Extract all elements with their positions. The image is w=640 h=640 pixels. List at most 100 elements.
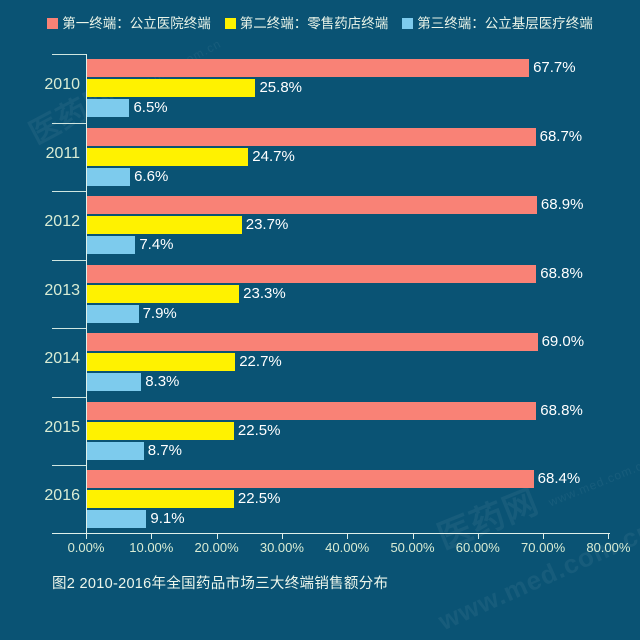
bar-2014-series2[interactable] <box>87 353 236 371</box>
bar-value-label: 24.7% <box>252 147 295 165</box>
chart-plot-area: 2010 67.7% 25.8% 6.5% 2011 68.7% 24.7% 6.6% 2012… <box>0 48 640 536</box>
bar-2012-series3[interactable] <box>87 236 136 254</box>
bar-row: 23.7% <box>87 215 640 235</box>
x-axis-tick-label: 30.00% <box>259 540 304 555</box>
y-axis-category-label: 2016 <box>44 487 80 504</box>
bar-2016-series3[interactable] <box>87 510 147 528</box>
bar-2013-series2[interactable] <box>87 284 240 303</box>
bar-group-rows: 68.8% 22.5% 8.7% <box>87 401 640 461</box>
bar-2016-series2[interactable] <box>87 490 234 508</box>
y-axis-line <box>86 54 87 534</box>
bar-row: 24.7% <box>87 147 640 167</box>
bar-group-2011: 2011 68.7% 24.7% 6.6% <box>0 122 640 189</box>
bar-2015-series3[interactable] <box>87 441 144 460</box>
bar-row: 68.8% <box>87 401 640 421</box>
bar-value-label: 68.8% <box>540 264 583 282</box>
bar-group-rows: 68.8% 23.3% 7.9% <box>87 264 640 324</box>
x-axis-ticks <box>0 533 640 541</box>
y-axis-tick <box>52 328 86 329</box>
bar-row: 68.9% <box>87 195 640 215</box>
bar-value-label: 68.9% <box>540 196 584 213</box>
y-axis-tick <box>52 54 86 55</box>
bar-2010-series3[interactable] <box>87 99 130 117</box>
x-axis-tick <box>281 533 283 539</box>
x-axis-tick <box>347 533 349 539</box>
bar-2012-series2[interactable] <box>87 216 242 234</box>
x-axis-tick <box>86 533 87 539</box>
legend-item-1[interactable]: 第一终端：公立医院终端 <box>47 17 211 31</box>
y-axis-category-label: 2011 <box>45 144 80 162</box>
y-axis-tick <box>52 396 86 398</box>
bar-value-label: 8.3% <box>145 373 180 390</box>
bar-2011-series2[interactable] <box>87 147 249 166</box>
bar-value-label: 22.7% <box>239 353 282 370</box>
x-axis-tick <box>412 533 414 539</box>
bar-value-label: 22.5% <box>237 421 281 439</box>
bar-row: 7.9% <box>87 304 640 324</box>
bar-2011-series3[interactable] <box>87 167 131 186</box>
bar-2015-series2[interactable] <box>87 421 234 440</box>
bar-value-label: 23.7% <box>245 216 289 233</box>
bar-value-label: 8.7% <box>147 441 182 459</box>
bar-2014-series3[interactable] <box>87 373 142 391</box>
bar-group-2015: 2015 68.8% 22.5% 8.7% <box>0 396 640 463</box>
bar-group-2012: 2012 68.9% 23.7% 7.4% <box>0 191 640 257</box>
y-axis-tick <box>52 122 86 124</box>
y-axis-tick <box>52 191 86 192</box>
bar-value-label: 25.8% <box>259 79 303 96</box>
bar-2013-series1[interactable] <box>87 264 537 283</box>
bar-value-label: 9.1% <box>150 510 185 527</box>
bar-row: 67.7% <box>87 58 640 78</box>
bar-value-label: 22.5% <box>237 490 281 507</box>
bar-2012-series1[interactable] <box>87 196 537 214</box>
bar-row: 8.7% <box>87 441 640 461</box>
bar-2011-series1[interactable] <box>87 127 536 146</box>
bar-group-rows: 68.4% 22.5% 9.1% <box>87 469 640 529</box>
bar-row: 25.8% <box>87 78 640 98</box>
y-axis-category-label: 2012 <box>44 213 80 230</box>
bar-value-label: 68.7% <box>539 127 583 145</box>
chart-legend: 第一终端：公立医院终端 第二终端：零售药店终端 第三终端：公立基层医疗终端 <box>0 17 640 31</box>
x-axis-tick <box>543 533 545 539</box>
y-axis-tick <box>52 259 86 261</box>
bar-2015-series1[interactable] <box>87 401 537 420</box>
x-axis-tick-label: 70.00% <box>521 540 566 555</box>
x-axis-tick-label: 60.00% <box>455 540 500 555</box>
y-axis-tick <box>52 465 86 466</box>
bar-value-label: 69.0% <box>541 333 585 350</box>
bar-row: 69.0% <box>87 332 640 352</box>
bar-group-rows: 68.7% 24.7% 6.6% <box>87 127 640 187</box>
bar-group-rows: 69.0% 22.7% 8.3% <box>87 332 640 392</box>
bar-value-label: 67.7% <box>533 59 576 76</box>
y-axis-category-label: 2010 <box>44 76 80 93</box>
x-axis-tick-label: 80.00% <box>586 540 631 555</box>
x-axis-tick-label: 10.00% <box>129 540 174 555</box>
bar-2016-series1[interactable] <box>87 470 534 488</box>
x-axis-tick-label: 0.00% <box>67 540 105 555</box>
bar-value-label: 6.5% <box>133 99 168 116</box>
legend-item-3[interactable]: 第三终端：公立基层医疗终端 <box>402 17 593 31</box>
legend-swatch-icon <box>402 18 414 30</box>
bar-row: 6.5% <box>87 98 640 118</box>
x-axis-tick <box>477 533 479 539</box>
chart-caption: 图2 2010-2016年全国药品市场三大终端销售额分布 <box>52 576 389 592</box>
legend-item-2[interactable]: 第二终端：零售药店终端 <box>224 17 388 31</box>
y-axis-category-label: 2015 <box>44 418 80 436</box>
bar-value-label: 23.3% <box>243 284 286 302</box>
bar-2013-series3[interactable] <box>87 304 139 323</box>
bar-row: 22.5% <box>87 489 640 509</box>
bar-2010-series2[interactable] <box>87 79 256 97</box>
bar-2010-series1[interactable] <box>87 59 530 77</box>
bar-value-label: 68.4% <box>537 470 581 487</box>
x-axis-tick-labels: 0.00% 10.00% 20.00% 30.00% 40.00% 50.00% 60.00… <box>0 540 640 560</box>
bar-row: 68.8% <box>87 264 640 284</box>
bar-group-2010: 2010 67.7% 25.8% 6.5% <box>0 54 640 120</box>
legend-swatch-icon <box>47 18 59 30</box>
bar-value-label: 6.6% <box>134 167 169 185</box>
bar-row: 68.7% <box>87 127 640 147</box>
bar-group-2016: 2016 68.4% 22.5% 9.1% <box>0 465 640 531</box>
x-axis-tick-label: 40.00% <box>325 540 370 555</box>
x-axis-tick <box>151 533 153 539</box>
bar-2014-series1[interactable] <box>87 333 538 351</box>
bar-row: 23.3% <box>87 284 640 304</box>
